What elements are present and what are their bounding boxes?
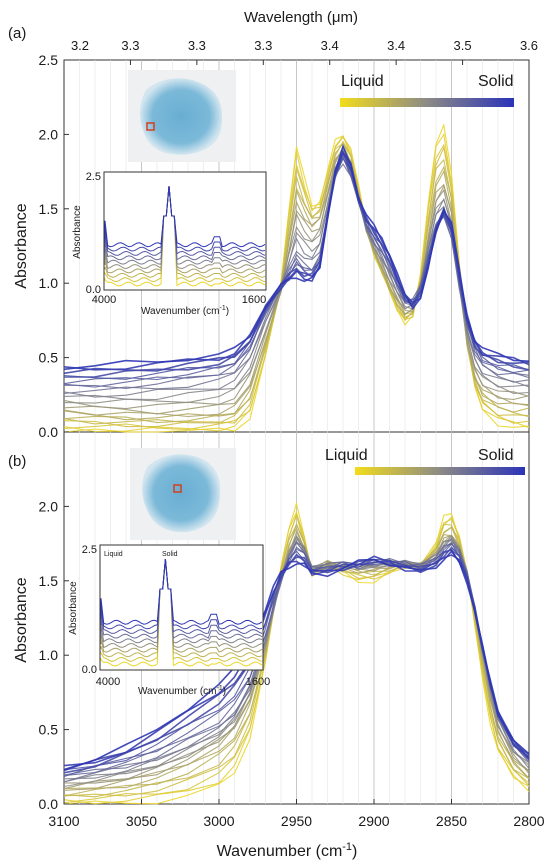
inset-spectrum-line [104,185,266,248]
x-tick-label: 2800 [513,813,544,829]
legend-b-liquid: Liquid [325,447,368,464]
x-tick-label: 2950 [281,813,312,829]
inset-spectrum-line [100,558,263,649]
y-tick-label: 2.0 [39,498,59,514]
y-tick-label: 0.0 [39,424,59,440]
top-axis-title: Wavelength (μm) [244,9,358,26]
panel-a-legend: Liquid Solid [340,73,514,107]
x-tick-label: 2900 [358,813,389,829]
legend-b-gradient-bar [355,467,525,475]
inset-spectrum-line [100,558,263,625]
inset-b-ytick-bottom: 0.0 [82,664,97,676]
y-tick-label: 0.5 [39,722,59,738]
inset-spectrum-line [100,558,263,658]
panel-b-sample-photo [130,448,236,540]
panel-b-inset: Liquid Solid 2.5 0.0 4000 1600 Wavenumbe… [68,544,270,697]
spectrum-line [63,550,530,771]
inset-spectrum-line [100,558,263,639]
inset-b-solid-label: Solid [162,551,178,558]
inset-b-xtick-left: 4000 [96,676,120,688]
panel-b-sample-marker [173,484,182,493]
spectrum-line [63,144,530,371]
inset-a-y-title: Absorbance [72,205,83,259]
panel-b-y-title: Absorbance [13,577,30,662]
inset-spectrum-line [104,185,266,283]
inset-spectrum-line [104,185,266,287]
x-tick-label: 3000 [203,813,234,829]
y-tick-label: 0.5 [39,350,59,366]
inset-spectrum-line [104,185,266,265]
top-tick-label: 3.4 [387,38,405,53]
top-tick-label: 3.2 [71,38,89,53]
inset-spectrum-line [100,558,263,635]
panel-a-y-axis: 0.0 0.5 1.0 1.5 2.0 2.5 [39,52,69,440]
y-tick-label: 1.0 [39,647,59,663]
x-tick-label: 3050 [126,813,157,829]
top-tick-label: 3.6 [520,38,538,53]
top-tick-label: 3.3 [188,38,206,53]
legend-a-solid: Solid [478,73,514,90]
x-tick-label: 2850 [436,813,467,829]
legend-a-liquid: Liquid [341,73,384,90]
inset-spectrum-line [104,185,266,278]
top-axis-ticks: 3.2 3.3 3.3 3.3 3.4 3.4 3.5 3.6 [63,38,538,65]
panel-a-series [63,122,530,433]
inset-spectrum-line [100,558,263,644]
panel-b-legend: Liquid Solid [325,447,525,475]
panel-a-label: (a) [8,25,26,42]
inset-a-ytick-top: 2.5 [86,171,101,183]
x-tick-label: 3100 [48,813,79,829]
inset-b-xtick-right: 1600 [246,676,270,688]
panel-a-sample-photo [128,70,236,162]
inset-spectrum-line [100,558,263,667]
top-tick-label: 3.3 [121,38,139,53]
y-tick-label: 1.0 [39,275,59,291]
inset-b-liquid-label: Liquid [104,551,123,558]
y-tick-label: 0.0 [39,796,59,812]
y-tick-label: 2.0 [39,126,59,142]
y-tick-label: 1.5 [39,201,59,217]
inset-spectrum-line [100,558,263,662]
inset-spectrum-line [100,558,263,653]
inset-a-x-title: Wavenumber (cm-1) [141,305,229,317]
inset-spectrum-line [104,185,266,256]
legend-b-solid: Solid [478,447,514,464]
inset-spectrum-line [100,558,263,630]
inset-a-ytick-bottom: 0.0 [86,284,101,296]
inset-spectrum-line [104,185,266,261]
x-axis-ticks: 3100 3050 3000 2950 2900 2850 2800 [48,799,545,829]
panel-b-series [63,501,530,805]
panel-b-label: (b) [8,453,26,470]
inset-spectrum-line [104,185,266,252]
top-tick-label: 3.4 [321,38,339,53]
panel-a-sample-marker [146,122,155,131]
inset-b-x-title: Wavenumber (cm-1) [138,685,226,697]
inset-spectrum-line [104,185,266,274]
bottom-axis-title: Wavenumber (cm-1) [217,841,358,860]
panel-a-y-title: Absorbance [13,203,30,288]
y-tick-label: 1.5 [39,573,59,589]
inset-b-y-title: Absorbance [68,581,79,635]
inset-a-xtick-left: 4000 [92,294,116,306]
legend-a-gradient-bar [340,98,514,107]
top-tick-label: 3.3 [254,38,272,53]
panel-b-y-axis: 0.0 0.5 1.0 1.5 2.0 [39,498,69,812]
panel-b-inset-series [100,558,263,667]
inset-spectrum-line [104,185,266,270]
panel-a-inset: 2.5 0.0 4000 1600 Wavenumber (cm-1) Abso… [72,171,267,317]
inset-b-ytick-top: 2.5 [82,544,97,556]
panel-a-inset-series [104,185,266,287]
top-tick-label: 3.5 [454,38,472,53]
inset-a-xtick-right: 1600 [242,294,266,306]
y-tick-label: 2.5 [39,52,59,68]
